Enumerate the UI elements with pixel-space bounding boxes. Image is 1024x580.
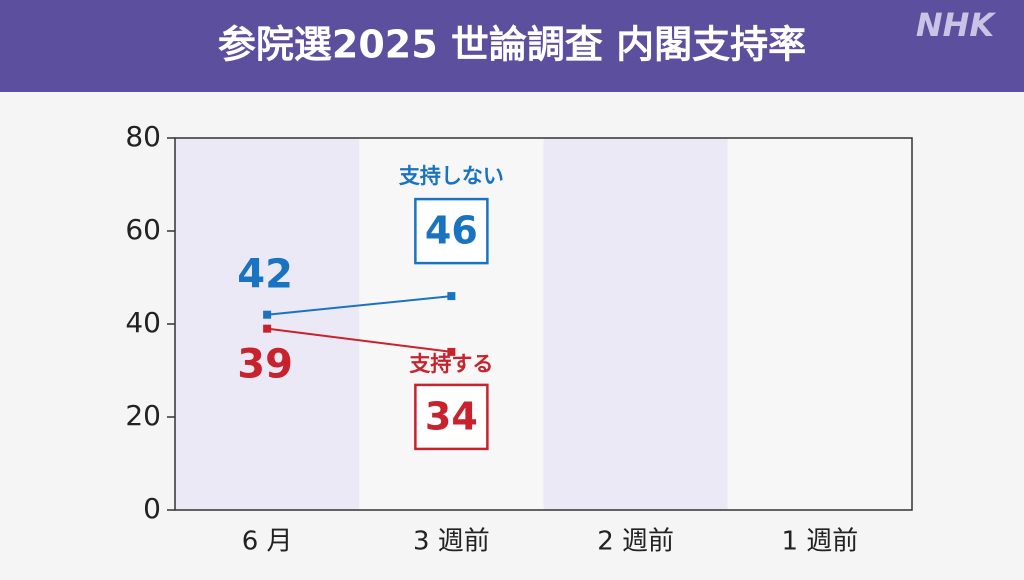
- line: [266, 327, 452, 353]
- label-box: [414, 383, 489, 451]
- line: [267, 295, 452, 316]
- column-band: [175, 138, 360, 510]
- data-label: 46: [425, 209, 478, 253]
- x-tick-label: 2 週前: [597, 527, 674, 557]
- label-box: [414, 197, 489, 265]
- y-tick-label: 20: [125, 399, 161, 432]
- series-label: 支持しない: [399, 164, 504, 188]
- series-label: 支持する: [409, 352, 493, 376]
- y-tick-label: 40: [125, 306, 161, 339]
- point: [263, 324, 272, 333]
- header-title: 参院選2025 世論調査 内閣支持率: [218, 23, 806, 67]
- y-tick-label: 80: [125, 120, 161, 153]
- x-tick-label: 3 週前: [413, 527, 490, 557]
- x-tick-label: 1 週前: [781, 527, 858, 557]
- column-band: [543, 138, 728, 510]
- column-band: [359, 138, 544, 510]
- header-bar: [0, 0, 1024, 92]
- point: [447, 292, 456, 301]
- x-tick-label: 6 月: [242, 527, 293, 557]
- data-label: 34: [425, 394, 478, 438]
- point: [447, 347, 456, 356]
- y-tick-label: 60: [125, 213, 161, 246]
- point: [263, 310, 272, 319]
- column-band: [727, 138, 912, 510]
- data-label: 42: [237, 252, 293, 298]
- data-label: 39: [237, 342, 293, 388]
- y-tick-label: 0: [143, 492, 161, 525]
- logo: NHK: [916, 6, 997, 44]
